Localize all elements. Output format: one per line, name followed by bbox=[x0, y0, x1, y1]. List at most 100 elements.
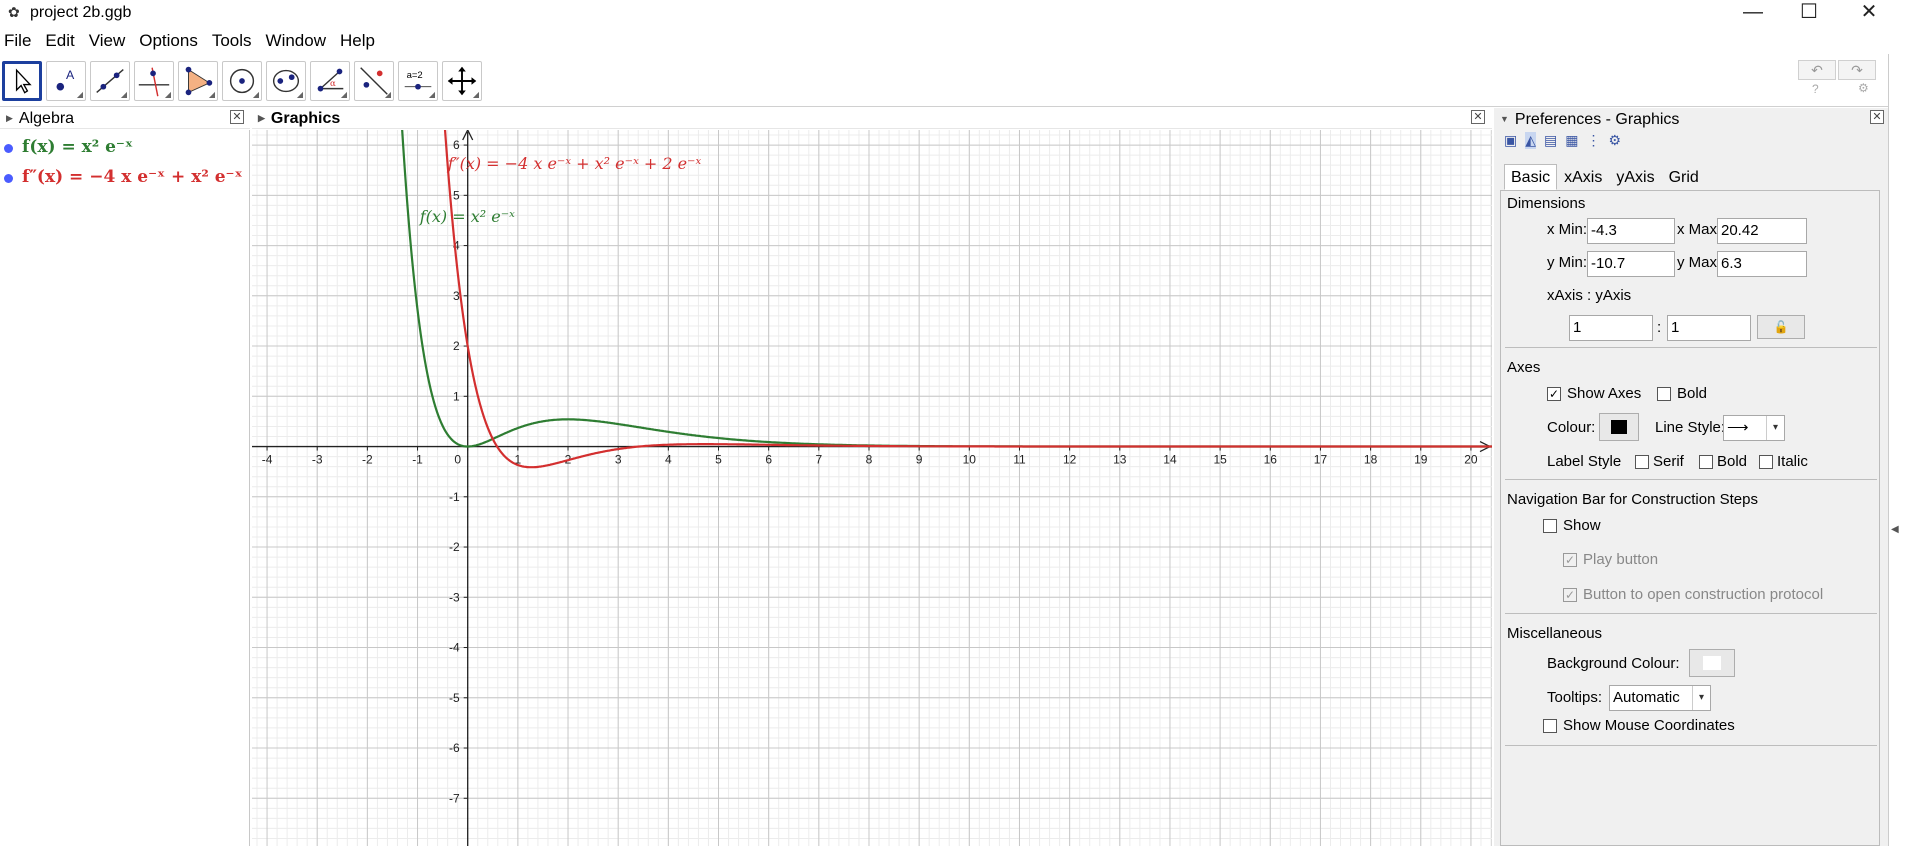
colour-label: Colour: bbox=[1547, 419, 1596, 436]
expand-arrow-icon[interactable]: ▶ bbox=[258, 113, 265, 123]
defaults-prefs-icon[interactable]: ▦ bbox=[1565, 132, 1579, 148]
tab-xaxis[interactable]: xAxis bbox=[1564, 169, 1603, 186]
menu-window[interactable]: Window bbox=[265, 31, 326, 50]
angle-icon: α bbox=[317, 68, 344, 92]
ymax-label: y Max: bbox=[1677, 254, 1722, 271]
ratio-x-input[interactable]: 1 bbox=[1569, 315, 1653, 341]
move-graphics-tool-button[interactable]: ◢ bbox=[442, 61, 482, 101]
show-nav-checkbox[interactable] bbox=[1543, 519, 1557, 533]
algebra-prefs-icon[interactable]: ⋮ bbox=[1586, 132, 1601, 148]
maximize-button[interactable]: ☐ bbox=[1800, 1, 1818, 23]
bold-axes-checkbox[interactable] bbox=[1657, 387, 1671, 401]
perpendicular-tool-button[interactable]: ◢ bbox=[134, 61, 174, 101]
window-title: project 2b.ggb bbox=[30, 4, 132, 21]
circle-icon bbox=[229, 68, 255, 94]
graphics2-prefs-icon[interactable]: ◭ bbox=[1525, 132, 1537, 149]
menu-edit[interactable]: Edit bbox=[45, 31, 75, 50]
ellipse-icon bbox=[272, 69, 300, 93]
protocol-button-checkbox: ✓ bbox=[1563, 588, 1577, 602]
line-icon bbox=[96, 69, 124, 93]
close-button[interactable]: ✕ bbox=[1860, 1, 1878, 23]
menu-help[interactable]: Help bbox=[340, 31, 375, 50]
show-mouse-coords-checkbox[interactable] bbox=[1543, 719, 1557, 733]
axes-colour-button[interactable] bbox=[1599, 413, 1639, 441]
x-tick-label: 18 bbox=[1364, 453, 1378, 467]
perpendicular-line-icon bbox=[138, 67, 170, 97]
x-tick-label: 11 bbox=[1013, 453, 1026, 467]
show-axes-checkbox[interactable]: ✓ bbox=[1547, 387, 1561, 401]
tab-yaxis[interactable]: yAxis bbox=[1616, 169, 1655, 186]
graphics-close-icon[interactable]: ✕ bbox=[1471, 110, 1485, 124]
help-icon[interactable]: ? bbox=[1812, 82, 1819, 96]
divider bbox=[1505, 479, 1877, 480]
y-axis-arrow bbox=[462, 129, 474, 141]
title-bar: ✿ project 2b.ggb — ☐ ✕ bbox=[0, 0, 1908, 26]
menu-view[interactable]: View bbox=[88, 31, 126, 50]
menu-file[interactable]: File bbox=[4, 31, 32, 50]
xmin-input[interactable]: -4.3 bbox=[1587, 218, 1675, 244]
preferences-close-icon[interactable]: ✕ bbox=[1870, 110, 1884, 124]
divider bbox=[1505, 613, 1877, 614]
nav-bar-heading: Navigation Bar for Construction Steps bbox=[1507, 491, 1758, 508]
right-edge-bar: ◀ bbox=[1888, 54, 1908, 846]
graphics-view[interactable]: -4 -3 -2 -1 0 1 2 3 4 5 6 7 8 9 10 11 12 13 14 15 16 17 18 19 20… bbox=[252, 84, 1492, 846]
algebra-item-f-second-derivative[interactable]: f″(x) = −4 x e⁻ˣ + x² e⁻ˣ + 2 e⁻ˣ bbox=[0, 166, 250, 190]
graphics-header[interactable]: ▶ Graphics bbox=[252, 107, 1492, 129]
gear-icon[interactable]: ⚙ bbox=[1858, 81, 1869, 95]
move-tool-button[interactable] bbox=[2, 61, 42, 101]
x-tick-label: 14 bbox=[1163, 453, 1177, 467]
slider-tool-button[interactable]: a=2 ◢ bbox=[398, 61, 438, 101]
serif-checkbox[interactable] bbox=[1635, 455, 1649, 469]
angle-tool-button[interactable]: α ◢ bbox=[310, 61, 350, 101]
visibility-dot-icon[interactable] bbox=[4, 144, 13, 153]
show-axes-label: Show Axes bbox=[1567, 385, 1642, 402]
lock-ratio-button[interactable]: 🔓 bbox=[1757, 315, 1805, 339]
redo-button[interactable]: ↷ bbox=[1838, 60, 1876, 80]
conic-tool-button[interactable]: ◢ bbox=[266, 61, 306, 101]
collapse-arrow-icon[interactable]: ▼ bbox=[1500, 114, 1509, 124]
expand-arrow-icon[interactable]: ▶ bbox=[6, 113, 13, 123]
preferences-header[interactable]: ▼ Preferences - Graphics bbox=[1494, 108, 1888, 130]
bg-colour-button[interactable] bbox=[1689, 649, 1735, 677]
line-tool-button[interactable]: ◢ bbox=[90, 61, 130, 101]
menu-tools[interactable]: Tools bbox=[211, 31, 252, 50]
collapse-arrow-icon[interactable]: ◀ bbox=[1891, 524, 1899, 535]
algebra-item-f[interactable]: f(x) = x² e⁻ˣ bbox=[0, 136, 250, 160]
circle-tool-button[interactable]: ◢ bbox=[222, 61, 262, 101]
y-tick-label: -7 bbox=[449, 791, 460, 805]
visibility-dot-icon[interactable] bbox=[4, 174, 13, 183]
reflect-tool-button[interactable]: ◢ bbox=[354, 61, 394, 101]
algebra-close-icon[interactable]: ✕ bbox=[230, 110, 244, 124]
bold-label-checkbox[interactable] bbox=[1699, 455, 1713, 469]
x-tick-label: -1 bbox=[412, 453, 423, 467]
y-tick-label: 1 bbox=[453, 389, 460, 403]
minimize-button[interactable]: — bbox=[1743, 1, 1763, 23]
cursor-arrow-icon bbox=[15, 68, 32, 94]
tooltips-label: Tooltips: bbox=[1547, 689, 1603, 706]
xmax-input[interactable]: 20.42 bbox=[1717, 218, 1807, 244]
tab-grid[interactable]: Grid bbox=[1668, 169, 1699, 186]
preferences-title: Preferences - Graphics bbox=[1514, 111, 1680, 128]
y-tick-label: -6 bbox=[449, 741, 460, 755]
algebra-header[interactable]: ▶ Algebra bbox=[0, 107, 250, 129]
x-tick-label: 0 bbox=[454, 453, 461, 467]
line-style-select[interactable]: ⟶ ▾ bbox=[1723, 415, 1785, 441]
y-tick-label: -3 bbox=[449, 590, 460, 604]
chevron-down-icon: ▾ bbox=[1766, 416, 1784, 440]
graphics-prefs-icon[interactable]: ▣ bbox=[1504, 132, 1518, 148]
menu-options[interactable]: Options bbox=[139, 31, 198, 50]
ratio-y-input[interactable]: 1 bbox=[1667, 315, 1751, 341]
undo-button[interactable]: ↶ bbox=[1798, 60, 1836, 80]
polygon-tool-button[interactable]: ◢ bbox=[178, 61, 218, 101]
graphics-canvas[interactable]: -4 -3 -2 -1 0 1 2 3 4 5 6 7 8 9 10 11 12 13 14 15 16 17 18 19 20… bbox=[252, 84, 1492, 846]
point-tool-button[interactable]: A ◢ bbox=[46, 61, 86, 101]
italic-checkbox[interactable] bbox=[1759, 455, 1773, 469]
ymin-input[interactable]: -10.7 bbox=[1587, 251, 1675, 277]
advanced-prefs-icon[interactable]: ⚙ bbox=[1608, 132, 1622, 148]
layout-prefs-icon[interactable]: ▤ bbox=[1544, 132, 1558, 148]
x-tick-label: 10 bbox=[963, 453, 977, 467]
tooltips-select[interactable]: Automatic ▾ bbox=[1609, 685, 1711, 711]
x-tick-label: 13 bbox=[1113, 453, 1127, 467]
tab-basic[interactable]: Basic bbox=[1504, 164, 1558, 190]
ymax-input[interactable]: 6.3 bbox=[1717, 251, 1807, 277]
